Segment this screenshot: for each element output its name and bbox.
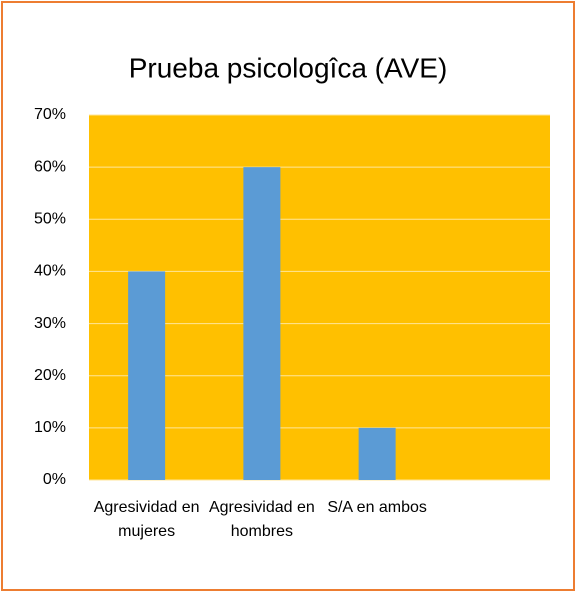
x-tick-label: Agresividad en hombres	[208, 499, 315, 540]
y-tick-label: 70%	[34, 106, 66, 123]
y-tick-label: 60%	[34, 158, 66, 175]
y-tick-label: 50%	[34, 211, 66, 228]
y-tick-label: 20%	[34, 367, 66, 384]
y-tick-label: 30%	[34, 315, 66, 332]
y-tick-label: 0%	[43, 471, 66, 488]
bar	[128, 271, 166, 480]
x-tick-label: Agresividad en mujeres	[93, 499, 200, 540]
bar	[243, 167, 281, 480]
y-tick-label: 40%	[34, 263, 66, 280]
plot-area	[89, 115, 550, 480]
bar	[358, 427, 396, 480]
chart-title: Prueba psicologîca (AVE)	[129, 52, 448, 83]
x-tick-label: S/A en ambos	[327, 499, 427, 516]
y-tick-label: 10%	[34, 419, 66, 436]
